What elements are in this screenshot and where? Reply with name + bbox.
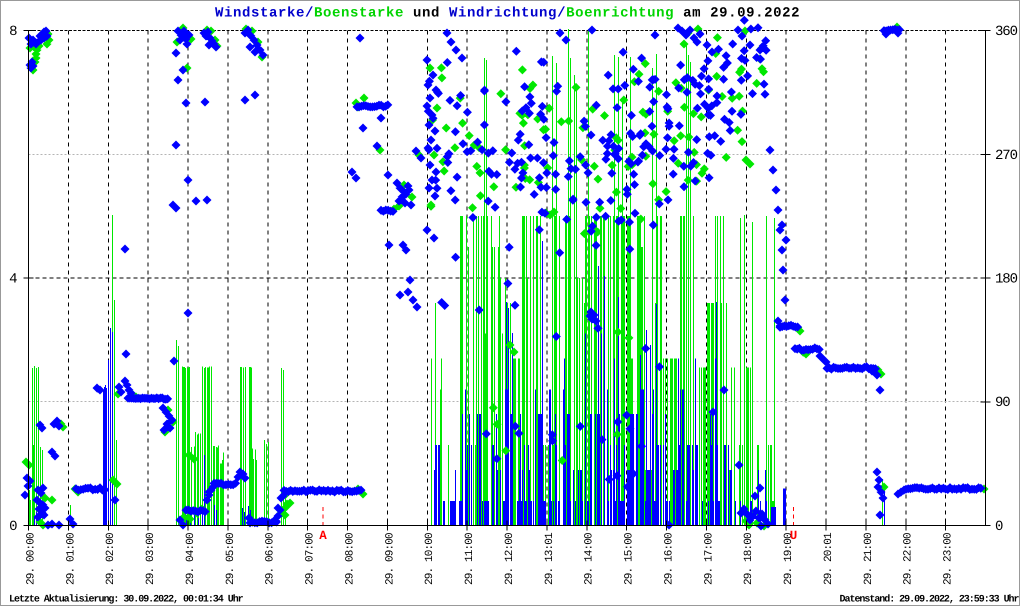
svg-text:8: 8: [9, 24, 17, 40]
svg-text:29. 22:00: 29. 22:00: [903, 533, 915, 585]
svg-text:29. 03:00: 29. 03:00: [145, 533, 157, 585]
svg-text:0: 0: [9, 519, 17, 535]
svg-text:A: A: [319, 529, 327, 543]
svg-text:Windstarke/Boenstarke und Wind: Windstarke/Boenstarke und Windrichtung/B…: [215, 6, 800, 22]
svg-text:29. 10:00: 29. 10:00: [424, 533, 436, 585]
svg-text:0: 0: [995, 519, 1003, 535]
svg-text:29. 07:00: 29. 07:00: [305, 533, 317, 585]
svg-text:29. 11:00: 29. 11:00: [464, 533, 476, 585]
svg-text:29. 19:00: 29. 19:00: [783, 533, 795, 585]
svg-text:29. 15:00: 29. 15:00: [624, 533, 636, 585]
svg-text:29. 23:00: 29. 23:00: [943, 533, 955, 585]
svg-text:29. 06:00: 29. 06:00: [265, 533, 277, 585]
svg-text:29. 00:00: 29. 00:00: [26, 533, 38, 585]
svg-text:90: 90: [995, 395, 1010, 411]
svg-text:Letzte Aktualisierung: 30.09.2: Letzte Aktualisierung: 30.09.2022, 00:01…: [9, 594, 244, 606]
svg-text:29. 02:00: 29. 02:00: [105, 533, 117, 585]
svg-text:U: U: [790, 529, 798, 543]
svg-text:29. 04:00: 29. 04:00: [185, 533, 197, 585]
svg-text:29. 18:00: 29. 18:00: [743, 533, 755, 585]
svg-text:29. 12:00: 29. 12:00: [504, 533, 516, 585]
svg-text:180: 180: [995, 272, 1018, 288]
svg-text:4: 4: [9, 272, 17, 288]
svg-text:270: 270: [995, 148, 1018, 164]
svg-text:29. 17:00: 29. 17:00: [703, 533, 715, 585]
svg-text:29. 20:01: 29. 20:01: [823, 532, 835, 585]
svg-text:29. 08:00: 29. 08:00: [345, 533, 357, 585]
svg-text:29. 13:01: 29. 13:01: [544, 532, 556, 585]
svg-text:29. 05:00: 29. 05:00: [225, 533, 237, 585]
svg-text:Datenstand: 29.09.2022, 23:59:: Datenstand: 29.09.2022, 23:59:33 Uhr: [840, 594, 1020, 606]
svg-text:29. 16:00: 29. 16:00: [664, 533, 676, 585]
svg-text:29. 09:00: 29. 09:00: [384, 533, 396, 585]
svg-text:29. 21:00: 29. 21:00: [863, 533, 875, 585]
svg-text:29. 01:00: 29. 01:00: [65, 533, 77, 585]
svg-text:29. 14:00: 29. 14:00: [584, 533, 596, 585]
svg-text:360: 360: [995, 24, 1018, 40]
